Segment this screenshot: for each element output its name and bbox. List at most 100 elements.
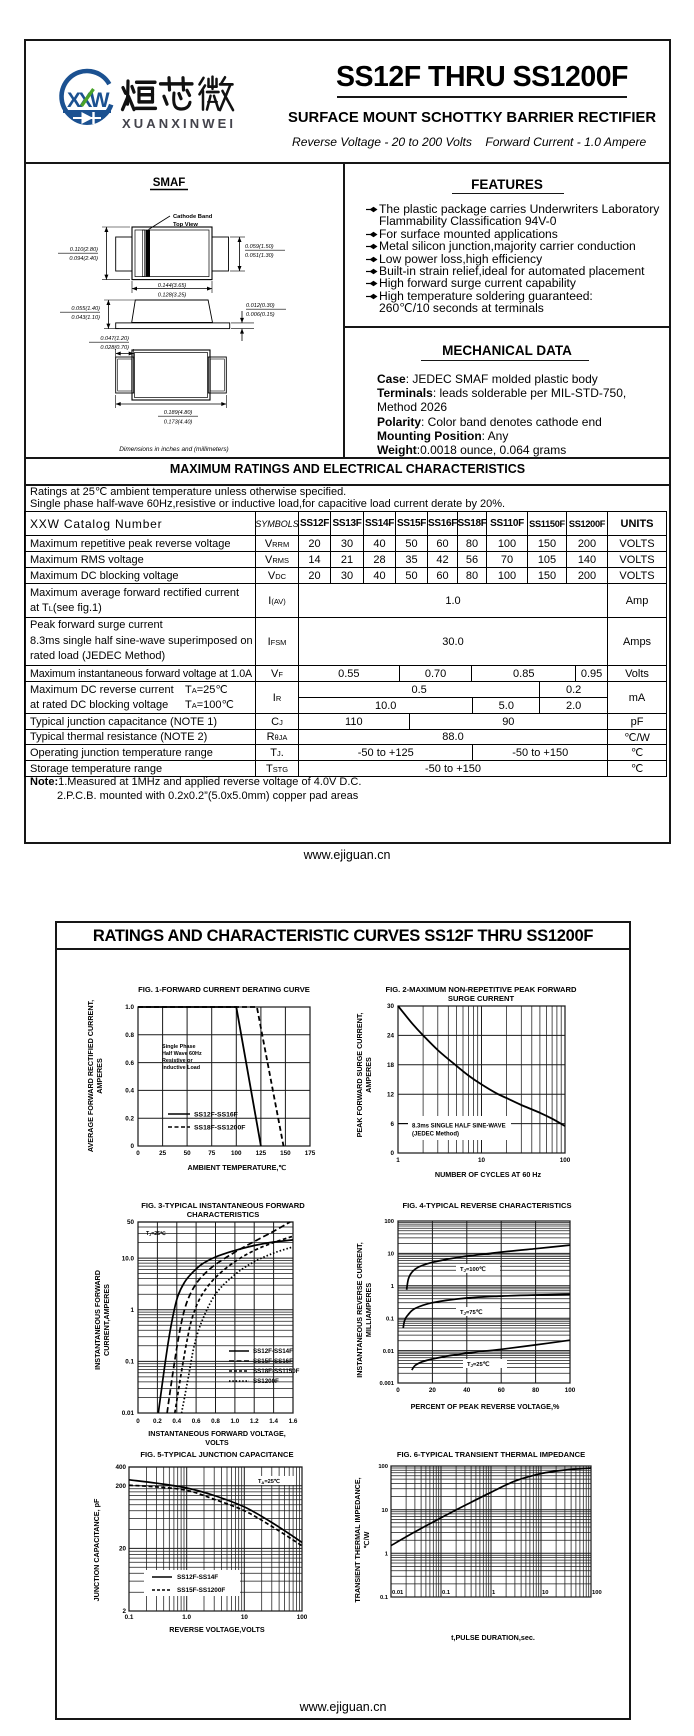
svg-text:60: 60 <box>498 1387 506 1394</box>
svg-text:100: 100 <box>384 1219 394 1225</box>
svg-text:SS18F-SS1200F: SS18F-SS1200F <box>194 1125 245 1132</box>
svg-text:FIG. 3-TYPICAL INSTANTANEOUS F: FIG. 3-TYPICAL INSTANTANEOUS FORWARD <box>141 1201 305 1210</box>
svg-text:FIG. 2-MAXIMUM NON-REPETITIVE: FIG. 2-MAXIMUM NON-REPETITIVE PEAK FORWA… <box>386 985 577 994</box>
svg-text:1.0: 1.0 <box>230 1418 239 1425</box>
svg-text:1.0: 1.0 <box>182 1614 191 1621</box>
svg-text:SS18F-SS1150F: SS18F-SS1150F <box>253 1368 300 1375</box>
svg-text:100: 100 <box>565 1387 576 1394</box>
svg-text:0: 0 <box>136 1418 140 1425</box>
svg-text:150: 150 <box>280 1150 291 1157</box>
svg-text:20: 20 <box>429 1387 437 1394</box>
svg-text:XUANXINWEI: XUANXINWEI <box>122 116 236 131</box>
svg-text:0.1: 0.1 <box>125 1614 134 1621</box>
svg-text:NUMBER OF CYCLES AT 60 Hz: NUMBER OF CYCLES AT 60 Hz <box>435 1170 542 1179</box>
svg-text:REVERSE VOLTAGE,VOLTS: REVERSE VOLTAGE,VOLTS <box>169 1625 265 1634</box>
svg-text:AMPERES: AMPERES <box>95 1058 104 1094</box>
svg-text:1.6: 1.6 <box>289 1418 298 1425</box>
svg-text:1.0: 1.0 <box>125 1004 134 1011</box>
svg-text:INSTANTANEOUS FORWARD: INSTANTANEOUS FORWARD <box>93 1270 102 1370</box>
svg-text:0: 0 <box>136 1150 140 1157</box>
svg-text:75: 75 <box>208 1150 216 1157</box>
svg-text:TA=25℃: TA=25℃ <box>258 1478 281 1485</box>
svg-text:MILLIAMPERES: MILLIAMPERES <box>364 1283 373 1338</box>
svg-text:0.8: 0.8 <box>125 1032 134 1039</box>
svg-text:CHARACTERISTICS: CHARACTERISTICS <box>187 1210 260 1219</box>
svg-text:6: 6 <box>390 1121 394 1128</box>
svg-text:TJ=100℃: TJ=100℃ <box>460 1266 486 1273</box>
svg-text:10: 10 <box>542 1590 548 1596</box>
svg-text:(JEDEC Method): (JEDEC Method) <box>412 1132 459 1138</box>
svg-text:0.8: 0.8 <box>211 1418 220 1425</box>
svg-text:Top View: Top View <box>173 222 198 228</box>
svg-text:100: 100 <box>592 1590 602 1596</box>
svg-text:TJ=25℃: TJ=25℃ <box>467 1361 490 1368</box>
svg-text:TJ=25℃: TJ=25℃ <box>146 1230 166 1237</box>
svg-text:0.01: 0.01 <box>122 1410 135 1417</box>
svg-text:0.1: 0.1 <box>386 1316 395 1322</box>
svg-text:0: 0 <box>130 1143 134 1150</box>
svg-text:0.128(3.25): 0.128(3.25) <box>158 293 187 299</box>
svg-text:0.051(1.30): 0.051(1.30) <box>245 253 274 259</box>
svg-text:100: 100 <box>560 1157 571 1164</box>
svg-text:0.6: 0.6 <box>192 1418 201 1425</box>
svg-text:0.2: 0.2 <box>125 1115 134 1122</box>
svg-text:8.3ms SINGLE HALF SINE-WAVE: 8.3ms SINGLE HALF SINE-WAVE <box>412 1124 506 1130</box>
svg-text:20: 20 <box>119 1546 127 1553</box>
svg-text:0: 0 <box>390 1150 394 1157</box>
svg-text:SURGE CURRENT: SURGE CURRENT <box>448 994 515 1003</box>
svg-text:Single Phase: Single Phase <box>162 1044 196 1050</box>
svg-text:0.059(1.50): 0.059(1.50) <box>245 244 274 250</box>
svg-text:CURRENT,AMPERES: CURRENT,AMPERES <box>102 1284 111 1356</box>
svg-text:XXW: XXW <box>67 89 110 112</box>
svg-text:0.01: 0.01 <box>392 1590 404 1596</box>
svg-text:SMAF: SMAF <box>153 177 186 189</box>
svg-text:0.012(0.30): 0.012(0.30) <box>246 303 275 309</box>
svg-text:℃/W: ℃/W <box>362 1531 371 1548</box>
svg-text:125: 125 <box>256 1150 267 1157</box>
svg-text:0.01: 0.01 <box>383 1349 395 1355</box>
svg-text:1: 1 <box>396 1157 400 1164</box>
svg-text:0.1: 0.1 <box>125 1359 134 1366</box>
svg-text:SS15F-SS16F: SS15F-SS16F <box>253 1358 293 1365</box>
svg-text:100: 100 <box>378 1464 388 1470</box>
svg-text:SS12F-SS14F: SS12F-SS14F <box>177 1574 218 1581</box>
svg-text:0.173(4.40): 0.173(4.40) <box>164 420 193 426</box>
svg-text:100: 100 <box>231 1150 242 1157</box>
svg-text:10.0: 10.0 <box>122 1255 135 1262</box>
svg-text:SS1200F: SS1200F <box>253 1378 279 1385</box>
svg-text:SS15F-SS1200F: SS15F-SS1200F <box>177 1587 225 1594</box>
svg-text:TJ=75℃: TJ=75℃ <box>460 1309 483 1316</box>
svg-text:1: 1 <box>130 1307 134 1314</box>
svg-text:0.1: 0.1 <box>442 1590 451 1596</box>
svg-text:10: 10 <box>241 1614 249 1621</box>
svg-text:0.2: 0.2 <box>153 1418 162 1425</box>
svg-text:0.1: 0.1 <box>380 1595 389 1601</box>
svg-text:0.055(1.40): 0.055(1.40) <box>71 306 100 312</box>
svg-text:Dimensions in inches and (mill: Dimensions in inches and (millimeters) <box>119 446 228 453</box>
svg-text:400: 400 <box>115 1464 126 1471</box>
svg-text:0.001: 0.001 <box>379 1381 394 1387</box>
svg-text:175: 175 <box>305 1150 316 1157</box>
svg-text:30: 30 <box>387 1003 395 1010</box>
svg-text:FIG. 1-FORWARD CURRENT DERATIN: FIG. 1-FORWARD CURRENT DERATING CURVE <box>138 985 310 994</box>
svg-text:PERCENT OF PEAK REVERSE VOLTAG: PERCENT OF PEAK REVERSE VOLTAGE,% <box>411 1402 560 1411</box>
svg-text:0.047(1.20): 0.047(1.20) <box>100 336 129 342</box>
svg-text:VOLTS: VOLTS <box>205 1438 229 1447</box>
svg-text:0.4: 0.4 <box>125 1088 134 1095</box>
svg-text:FIG. 4-TYPICAL REVERSE CHARACT: FIG. 4-TYPICAL REVERSE CHARACTERISTICS <box>402 1201 571 1210</box>
svg-text:0.043(1.10): 0.043(1.10) <box>71 315 100 321</box>
svg-text:80: 80 <box>532 1387 540 1394</box>
svg-text:AMBIENT TEMPERATURE,℃: AMBIENT TEMPERATURE,℃ <box>188 1163 287 1172</box>
svg-text:0.144(3.65): 0.144(3.65) <box>158 283 187 289</box>
svg-text:FIG. 6-TYPICAL TRANSIENT THERM: FIG. 6-TYPICAL TRANSIENT THERMAL IMPEDAN… <box>397 1450 585 1459</box>
svg-text:0.110(2.80): 0.110(2.80) <box>70 247 98 253</box>
svg-text:Cathode Band: Cathode Band <box>173 214 213 220</box>
svg-text:t,PULSE DURATION,sec.: t,PULSE DURATION,sec. <box>451 1633 535 1642</box>
svg-text:INSTANTANEOUS REVERSE CURRENT,: INSTANTANEOUS REVERSE CURRENT, <box>355 1242 364 1378</box>
svg-text:Resistive or: Resistive or <box>162 1058 193 1064</box>
svg-text:40: 40 <box>463 1387 471 1394</box>
svg-text:INSTANTANEOUS FORWARD VOLTAGE,: INSTANTANEOUS FORWARD VOLTAGE, <box>148 1429 286 1438</box>
svg-text:0: 0 <box>396 1387 400 1394</box>
svg-text:Inductive Load: Inductive Load <box>162 1065 200 1071</box>
svg-text:0.4: 0.4 <box>172 1418 181 1425</box>
